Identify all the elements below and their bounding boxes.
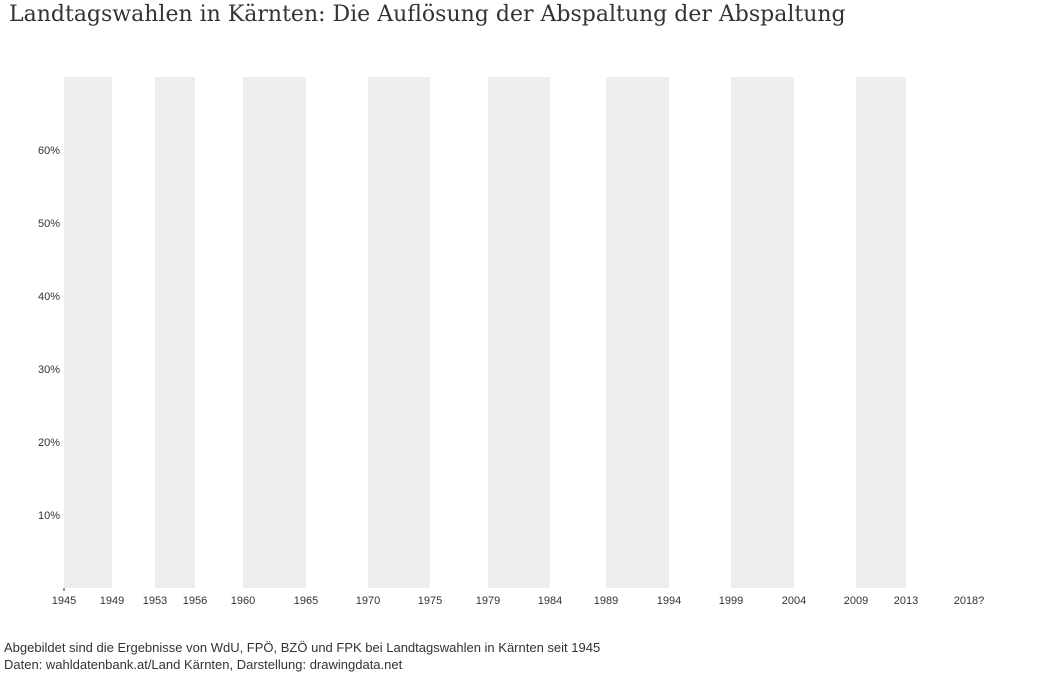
period-band-1979 (488, 77, 550, 588)
footer-source: Daten: wahldatenbank.at/Land Kärnten, Da… (4, 657, 403, 672)
x-tick-label: 1975 (418, 595, 442, 607)
period-band-1953 (155, 77, 195, 588)
period-band-1960 (243, 77, 306, 588)
x-tick-label: 1999 (719, 595, 743, 607)
x-tick-label: 2009 (844, 595, 868, 607)
x-tick-label: 2004 (782, 595, 806, 607)
x-tick-label: 1979 (476, 595, 500, 607)
x-tick-label: 1945 (52, 595, 76, 607)
period-band-1945 (64, 77, 112, 588)
x-tick-label: 1960 (231, 595, 255, 607)
y-tick-label: 30% (38, 364, 60, 376)
x-tick-label: 1989 (594, 595, 618, 607)
x-tick-label: 1953 (143, 595, 167, 607)
footer-description: Abgebildet sind die Ergebnisse von WdU, … (4, 640, 601, 655)
y-tick-label: 60% (38, 145, 60, 157)
x-tick-label: 1956 (183, 595, 207, 607)
period-bands (64, 77, 906, 588)
y-tick-label: 20% (38, 437, 60, 449)
x-tick-label: 1949 (100, 595, 124, 607)
period-band-2009 (856, 77, 906, 588)
x-tick-label: 1984 (538, 595, 562, 607)
period-band-1989 (606, 77, 669, 588)
period-band-1999 (731, 77, 794, 588)
period-band-1970 (368, 77, 430, 588)
y-tick-label: 40% (38, 291, 60, 303)
x-tick-label: 1994 (657, 595, 681, 607)
y-tick-label: 10% (38, 510, 60, 522)
x-tick-label: 2013 (894, 595, 918, 607)
chart-title: Landtagswahlen in Kärnten: Die Auflösung… (9, 2, 846, 27)
x-axis: 1945 1949 1953 1956 1960 1965 1970 1975 1979 1984… (52, 588, 985, 607)
y-tick-label: 50% (38, 218, 60, 230)
x-tick-label: 2018? (954, 595, 985, 607)
x-tick-label: 1965 (294, 595, 318, 607)
y-axis: 10% 20% 30% 40% 50% 60% (38, 145, 60, 522)
x-tick-label: 1970 (356, 595, 380, 607)
